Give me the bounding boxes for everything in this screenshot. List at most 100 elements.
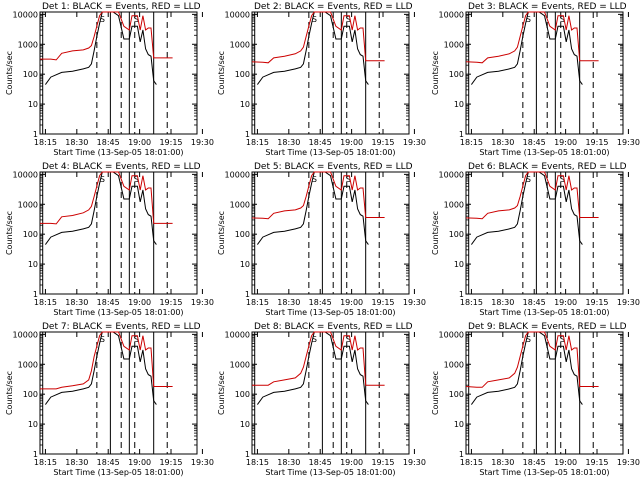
panel-title: Det 1: BLACK = Events, RED = LLD: [42, 2, 201, 12]
y-tick-label: 1: [33, 450, 38, 459]
lld-series-line: [465, 11, 599, 64]
x-axis-title: Start Time (13-Sep-05 18:01:00): [479, 148, 609, 157]
lld-series-line: [465, 331, 599, 388]
x-axis-title: Start Time (13-Sep-05 18:01:00): [53, 148, 183, 157]
x-tick-label: 18:30: [491, 298, 514, 307]
x-tick-label: 18:15: [246, 138, 269, 147]
x-tick-label: 18:30: [277, 458, 300, 467]
plot-frame: [465, 11, 624, 135]
y-tick-label: 100: [449, 390, 464, 399]
x-tick-label: 18:45: [309, 458, 332, 467]
x-tick-label: 19:30: [617, 458, 640, 467]
annotation-label: S: [526, 175, 531, 184]
y-tick-label: 10: [454, 260, 464, 269]
y-tick-label: 10: [240, 260, 250, 269]
x-tick-label: 18:45: [97, 458, 120, 467]
panel-title: Det 4: BLACK = Events, RED = LLD: [42, 162, 201, 172]
x-tick-label: 19:30: [403, 138, 426, 147]
y-tick-label: 10000: [13, 330, 38, 339]
x-tick-label: 19:15: [371, 298, 394, 307]
x-axis-title: Start Time (13-Sep-05 18:01:00): [53, 308, 183, 317]
y-axis-title: Counts/sec: [217, 211, 226, 255]
x-tick-label: 18:30: [491, 138, 514, 147]
events-series-line: [256, 11, 369, 85]
x-tick-label: 18:30: [65, 458, 88, 467]
events-series-line: [44, 331, 157, 405]
x-tick-label: 18:15: [34, 298, 57, 307]
lld-series-line: [40, 11, 173, 61]
panel-title: Det 9: BLACK = Events, RED = LLD: [468, 322, 627, 332]
x-tick-label: 19:00: [554, 138, 577, 147]
x-tick-label: 18:30: [491, 458, 514, 467]
annotation-label: S: [100, 15, 105, 24]
y-tick-label: 1000: [230, 40, 250, 49]
x-tick-label: 18:45: [309, 138, 332, 147]
y-tick-label: 1000: [230, 360, 250, 369]
plot-frame: [251, 331, 410, 455]
y-tick-label: 10000: [439, 330, 464, 339]
x-axis-title: Start Time (13-Sep-05 18:01:00): [479, 468, 609, 477]
annotation-label: S: [560, 15, 565, 24]
detector-panel: Det 7: BLACK = Events, RED = LLD 1 10 100 10…: [5, 322, 214, 477]
x-tick-label: 18:15: [34, 458, 57, 467]
y-axis-title: Counts/sec: [5, 371, 14, 415]
annotation-label: S: [312, 335, 317, 344]
x-tick-label: 18:30: [277, 138, 300, 147]
events-series-line: [470, 11, 583, 85]
y-tick-label: 1: [33, 290, 38, 299]
panel-title: Det 2: BLACK = Events, RED = LLD: [254, 2, 413, 12]
panel-title: Det 8: BLACK = Events, RED = LLD: [254, 322, 413, 332]
x-tick-label: 18:15: [460, 138, 483, 147]
x-tick-label: 19:15: [585, 298, 608, 307]
x-tick-label: 18:15: [34, 138, 57, 147]
y-tick-label: 1: [245, 130, 250, 139]
events-series-line: [256, 171, 369, 245]
y-axis-title: Counts/sec: [431, 371, 440, 415]
annotation-label: S: [312, 15, 317, 24]
annotation-label: S: [346, 15, 351, 24]
x-tick-label: 18:45: [97, 138, 120, 147]
y-tick-label: 10: [28, 100, 38, 109]
y-tick-label: 10: [240, 420, 250, 429]
detector-panel: Det 8: BLACK = Events, RED = LLD 1 10 100 10…: [217, 322, 426, 477]
y-tick-label: 10: [454, 100, 464, 109]
annotation-label: S: [560, 335, 565, 344]
x-axis-title: Start Time (13-Sep-05 18:01:00): [265, 468, 395, 477]
y-tick-label: 100: [235, 390, 250, 399]
y-tick-label: 100: [23, 390, 38, 399]
x-tick-label: 19:30: [617, 298, 640, 307]
x-tick-label: 18:45: [523, 138, 546, 147]
y-axis-title: Counts/sec: [217, 51, 226, 95]
y-tick-label: 1000: [230, 200, 250, 209]
x-tick-label: 19:15: [371, 458, 394, 467]
x-tick-label: 19:30: [403, 298, 426, 307]
x-tick-label: 19:30: [617, 138, 640, 147]
y-axis-title: Counts/sec: [217, 371, 226, 415]
detector-panel: Det 2: BLACK = Events, RED = LLD 1 10 100 10…: [217, 2, 426, 157]
x-tick-label: 19:15: [159, 298, 182, 307]
annotation-label: S: [134, 175, 139, 184]
y-axis-title: Counts/sec: [5, 211, 14, 255]
plot-frame: [39, 11, 198, 135]
y-tick-label: 10000: [439, 10, 464, 19]
y-tick-label: 10000: [225, 10, 250, 19]
x-tick-label: 18:45: [523, 298, 546, 307]
plot-frame: [39, 171, 198, 295]
y-tick-label: 100: [235, 230, 250, 239]
x-tick-label: 18:45: [97, 298, 120, 307]
x-tick-label: 19:00: [340, 138, 363, 147]
detector-panel: Det 4: BLACK = Events, RED = LLD 1 10 100 10…: [5, 162, 214, 317]
annotation-label: S: [346, 335, 351, 344]
y-tick-label: 1: [33, 130, 38, 139]
x-tick-label: 19:15: [159, 138, 182, 147]
lld-series-line: [40, 331, 173, 390]
events-series-line: [44, 11, 157, 85]
plot-frame: [251, 171, 410, 295]
x-tick-label: 19:00: [128, 138, 151, 147]
annotation-label: S: [100, 175, 105, 184]
y-tick-label: 1000: [18, 40, 38, 49]
detector-panel: Det 5: BLACK = Events, RED = LLD 1 10 100 10…: [217, 162, 426, 317]
y-tick-label: 100: [235, 70, 250, 79]
y-axis-title: Counts/sec: [431, 51, 440, 95]
lld-series-line: [465, 171, 599, 220]
